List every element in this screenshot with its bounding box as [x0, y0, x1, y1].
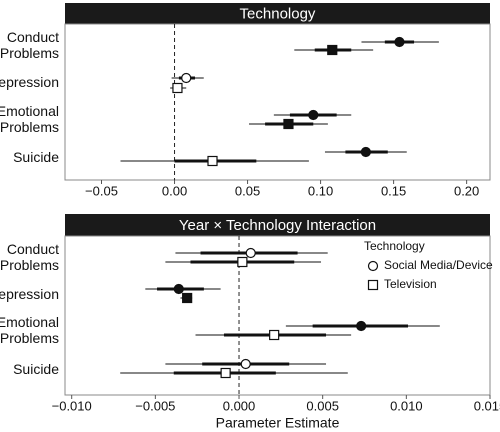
point: [173, 283, 184, 295]
point: [220, 367, 231, 379]
x-tick-label: 0.000: [223, 398, 256, 413]
category-label: Suicide: [13, 149, 59, 165]
legend-title: Technology: [364, 239, 425, 253]
x-tick-label: −0.010: [52, 398, 92, 413]
category-label: Conduct Problems: [0, 29, 59, 61]
point: [237, 256, 248, 268]
legend-marker: [367, 260, 379, 272]
category-label: Depression: [0, 286, 59, 302]
x-tick-label: 0.00: [162, 183, 187, 198]
point: [356, 320, 367, 332]
panel-title: Year × Technology Interaction: [179, 217, 376, 234]
x-tick-label: 0.005: [306, 398, 339, 413]
point: [240, 358, 251, 370]
legend-label: Television: [384, 277, 437, 291]
point: [181, 72, 192, 84]
point: [207, 155, 218, 167]
point: [327, 44, 338, 56]
point: [360, 146, 371, 158]
category-label: Emotional Problems: [0, 314, 59, 346]
category-label: Conduct Problems: [0, 241, 59, 273]
point: [394, 36, 405, 48]
point: [182, 292, 193, 304]
x-axis-label: Parameter Estimate: [216, 415, 340, 431]
point: [245, 247, 256, 259]
point: [172, 82, 183, 94]
legend-label: Social Media/Device: [384, 258, 493, 272]
plot-frame: [64, 23, 491, 181]
x-tick-label: 0.05: [235, 183, 260, 198]
x-tick-label: 0.15: [381, 183, 406, 198]
point: [308, 109, 319, 121]
x-tick-label: 0.20: [454, 183, 479, 198]
category-label: Suicide: [13, 361, 59, 377]
category-label: Depression: [0, 74, 59, 90]
point: [269, 329, 280, 341]
x-tick-label: −0.05: [85, 183, 118, 198]
x-tick-label: 0.10: [308, 183, 333, 198]
panel-title: Technology: [240, 5, 316, 22]
x-tick-label: 0.010: [390, 398, 423, 413]
x-tick-label: 0.015: [474, 398, 500, 413]
header-bar: [65, 214, 490, 236]
point: [283, 118, 294, 130]
x-tick-label: −0.005: [135, 398, 175, 413]
category-label: Emotional Problems: [0, 103, 59, 135]
legend-marker: [367, 279, 379, 291]
plot-frame: [64, 235, 491, 396]
header-bar: [65, 3, 490, 24]
